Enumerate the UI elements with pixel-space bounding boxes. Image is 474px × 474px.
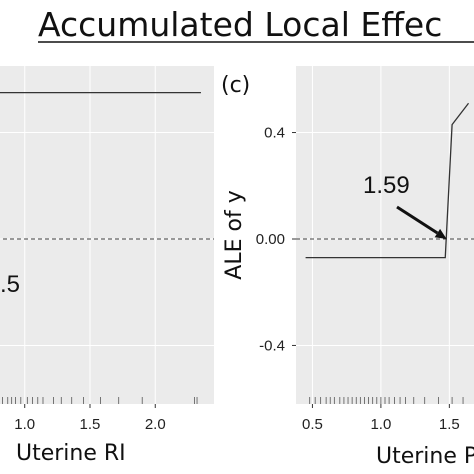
series-line-0 — [305, 102, 470, 259]
panel-left-x-ticks: 1.0 1.5 2.0 — [14, 404, 166, 433]
panel-left-background — [0, 66, 214, 404]
panel-left-annotation: .5 — [0, 271, 20, 298]
panel-right-panel-label: (c) — [221, 73, 250, 98]
panel-left-x-axis-label: Uterine RI — [16, 441, 126, 466]
y-tick-label: -0.4 — [259, 337, 285, 354]
figure-title: Accumulated Local Effec — [38, 5, 442, 44]
panel-right-background — [296, 66, 474, 404]
x-tick-label: 1.5 — [80, 416, 101, 433]
panel-right-y-ticks: 0.4 0.00 -0.4 — [256, 125, 296, 354]
x-tick-label: 1.0 — [14, 416, 35, 433]
panel-right-y-axis-label: ALE of y — [222, 190, 247, 279]
panel-right-x-ticks: 0.5 1.0 1.5 — [302, 404, 460, 433]
y-tick-label: 0.00 — [256, 231, 285, 248]
panel-right-series — [305, 102, 470, 259]
panel-left-rug — [2, 397, 198, 404]
panel-right-x-axis-label: Uterine P — [376, 444, 474, 469]
panel-right-annotation: 1.59 — [363, 172, 410, 199]
panel-right-rug — [309, 397, 464, 404]
panel-right-annotation-arrow — [396, 205, 447, 239]
annotation-arrow-shaft — [396, 205, 439, 235]
annotation-arrow-head — [434, 228, 447, 239]
panel-right: 1.59 0.5 1.0 1.5 0.4 0.00 -0.4 Uterine P ALE… — [221, 66, 474, 469]
panel-left: .5 1.0 1.5 2.0 Uterine RI — [0, 66, 214, 466]
x-tick-label: 1.5 — [439, 416, 460, 433]
x-tick-label: 2.0 — [145, 416, 166, 433]
x-tick-label: 1.0 — [370, 416, 391, 433]
y-tick-label: 0.4 — [264, 125, 285, 142]
x-tick-label: 0.5 — [302, 416, 323, 433]
